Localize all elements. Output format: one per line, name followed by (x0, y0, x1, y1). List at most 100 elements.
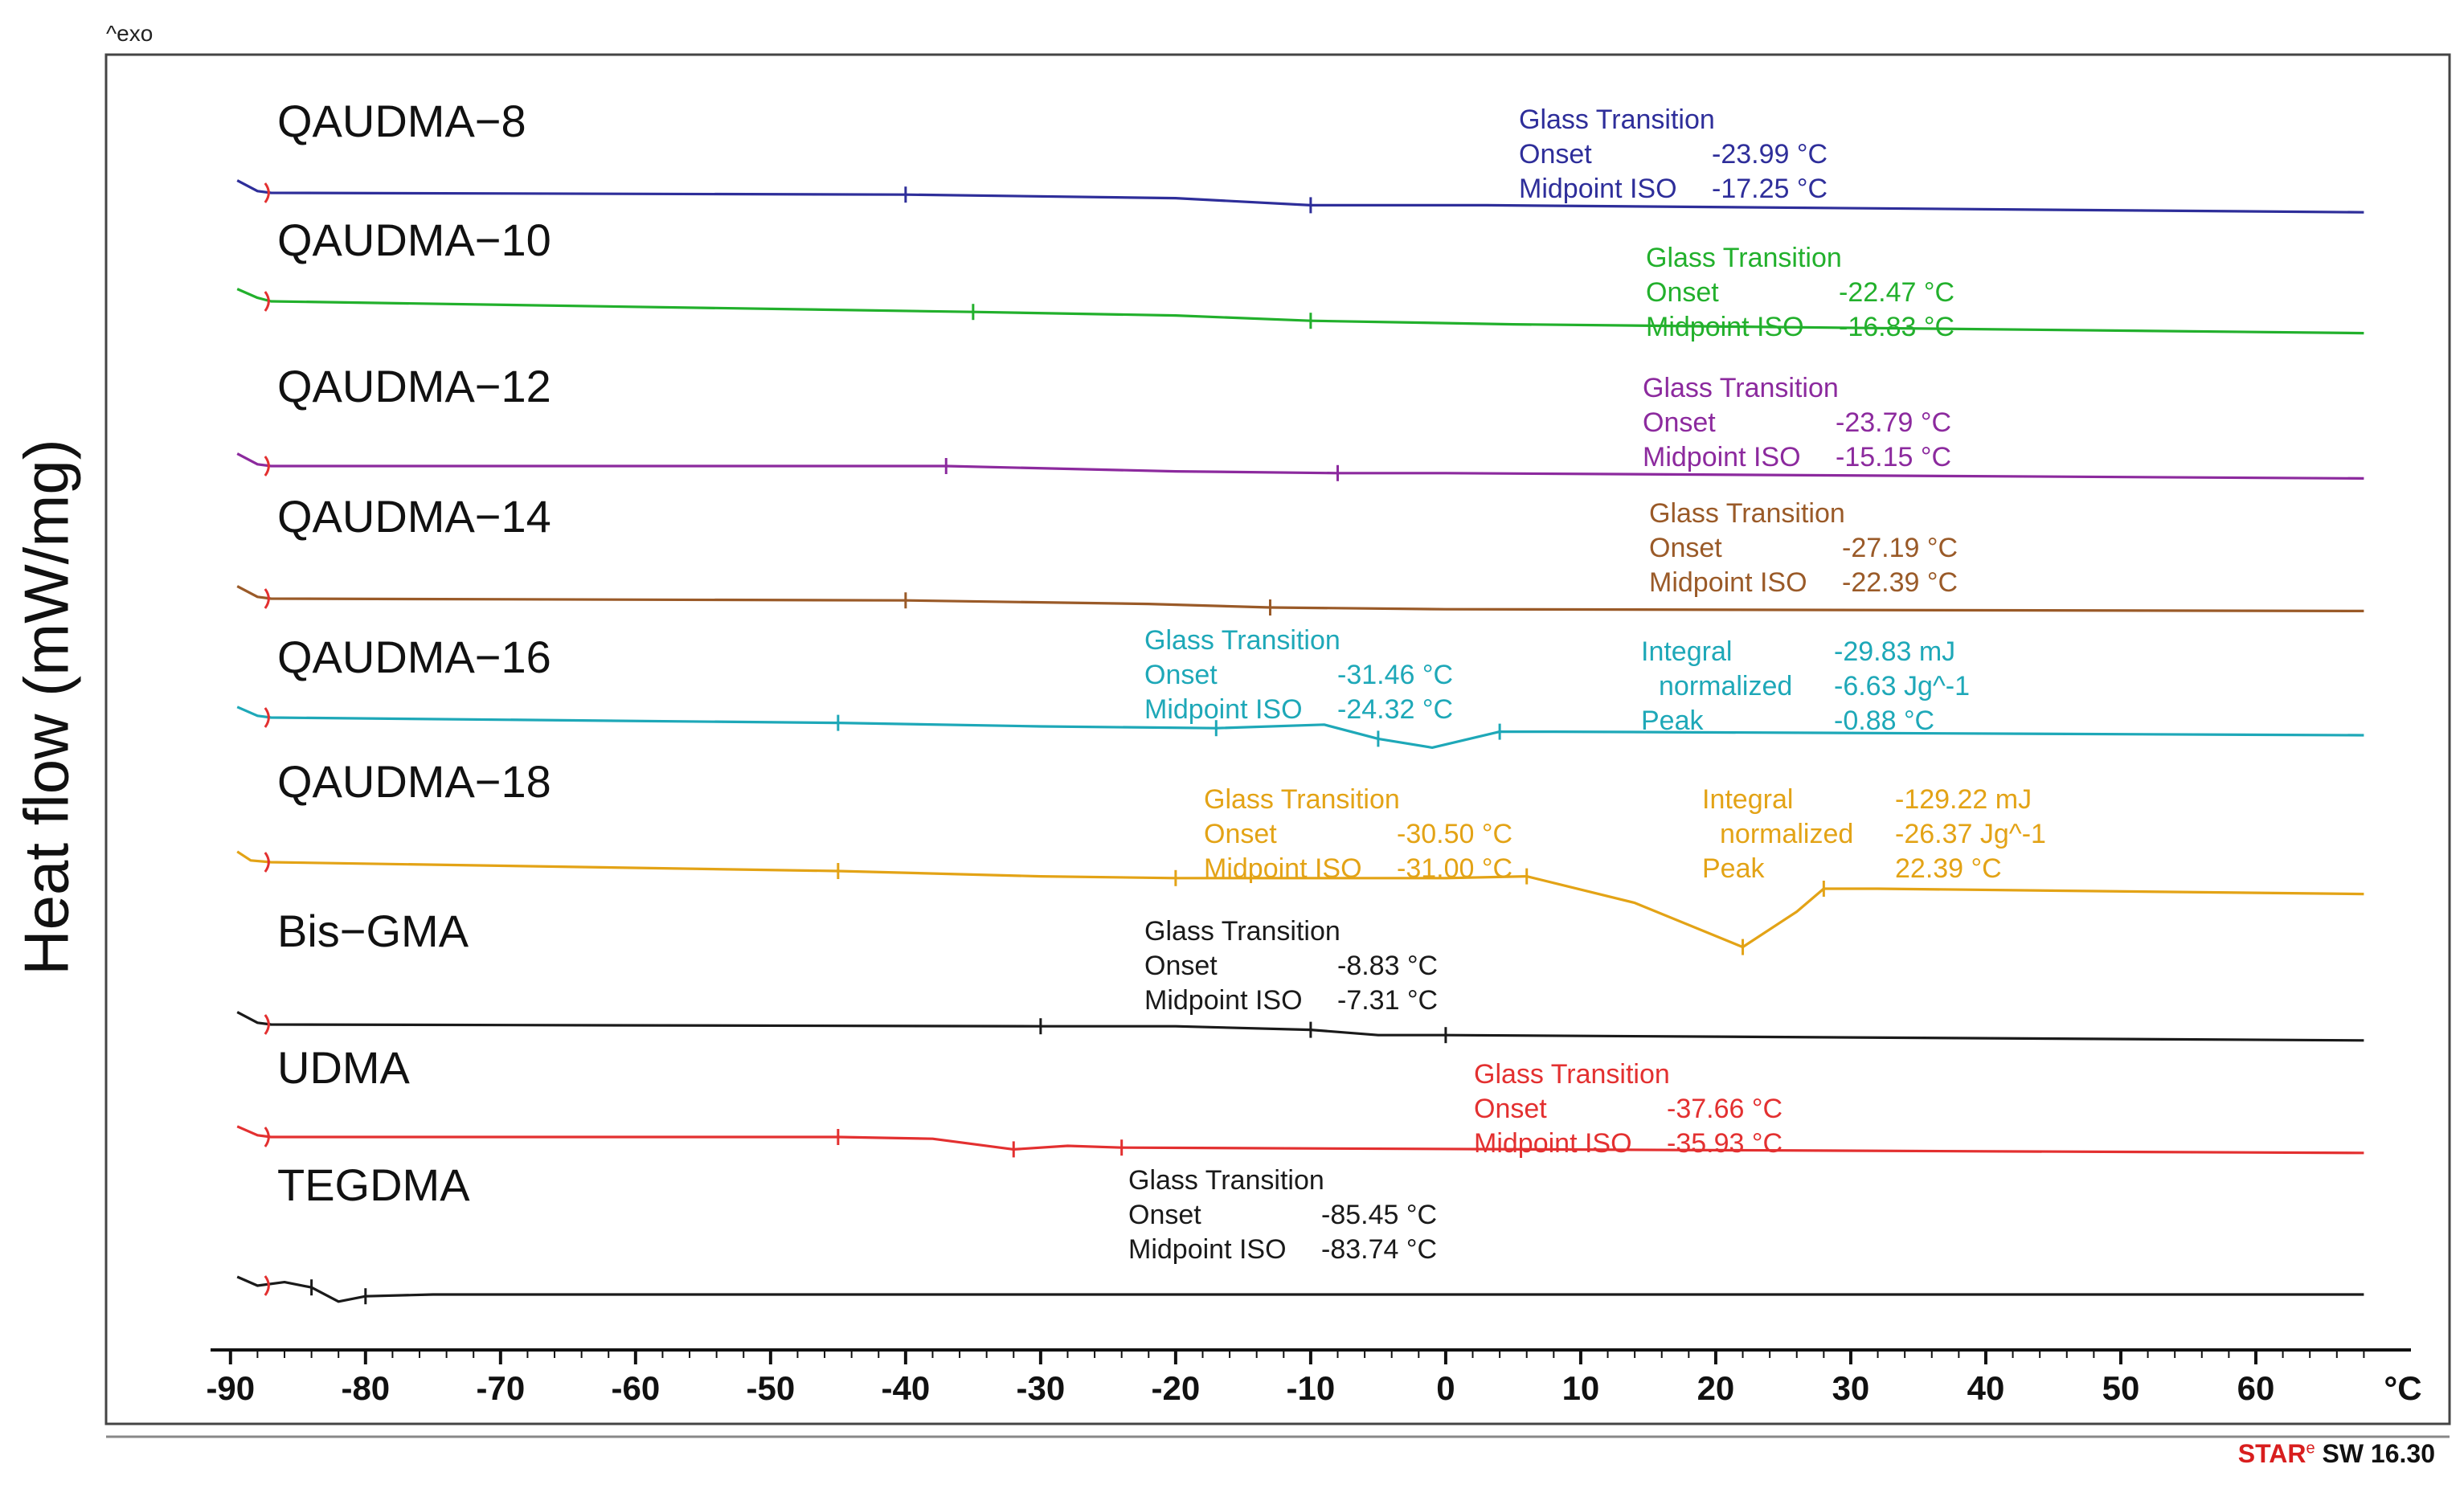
series-label: QAUDMA−10 (277, 215, 551, 265)
x-tick-label: -10 (1287, 1369, 1336, 1407)
annotation-value: -31.46 °C (1337, 660, 1453, 690)
annotation-title: Glass Transition (1649, 498, 1845, 529)
annotation-key: Onset (1128, 1200, 1201, 1230)
annotation-key: Onset (1643, 407, 1716, 438)
annotation-key: Onset (1144, 951, 1218, 981)
x-tick-label: 60 (2237, 1369, 2275, 1407)
x-tick-label: 10 (1562, 1369, 1600, 1407)
annotation-value: -15.15 °C (1836, 442, 1951, 472)
annotation-value: -8.83 °C (1337, 951, 1438, 981)
annotation-key: Onset (1649, 533, 1722, 563)
start-marker (264, 1127, 270, 1147)
annotation-value: -6.63 Jg^-1 (1834, 671, 1970, 701)
annotation-title: Glass Transition (1144, 916, 1340, 947)
annotation-value: -85.45 °C (1321, 1200, 1437, 1230)
annotation-value: -29.83 mJ (1834, 636, 1955, 667)
exo-direction-label: ^exo (106, 21, 153, 46)
series-line (236, 452, 2364, 480)
annotation-key: Midpoint ISO (1144, 694, 1303, 725)
series-label: QAUDMA−16 (277, 632, 551, 682)
annotation-value: -31.00 °C (1397, 853, 1512, 884)
annotation-title: Glass Transition (1474, 1059, 1670, 1090)
annotation-key: Midpoint ISO (1128, 1234, 1287, 1265)
annotation-value: -7.31 °C (1337, 985, 1438, 1016)
start-marker (264, 456, 270, 476)
annotation-layer: Glass Transition Onset -23.99 °C Midpoint I… (1128, 104, 2046, 1265)
x-unit-label: °C (2384, 1369, 2421, 1407)
annotation-key: Midpoint ISO (1474, 1128, 1632, 1159)
series-line (236, 850, 2364, 949)
x-tick-label: 0 (1436, 1369, 1455, 1407)
software-version: SW 16.30 (2315, 1439, 2435, 1468)
annotation-key: Midpoint ISO (1519, 174, 1677, 204)
annotation-key: Peak (1641, 706, 1704, 736)
annotation-value: -16.83 °C (1839, 312, 1954, 342)
annotation-key: Onset (1204, 819, 1277, 849)
series-line (236, 179, 2364, 214)
start-marker (264, 707, 270, 728)
annotation-title: Glass Transition (1128, 1165, 1324, 1196)
annotation-title: Glass Transition (1646, 243, 1842, 273)
annotation-key: Onset (1474, 1094, 1547, 1124)
series-layer: QAUDMA−8 QAUDMA−10 QAUDMA−12 QAUDMA−14 QAUDM… (236, 96, 2364, 1305)
annotation-value: -35.93 °C (1667, 1128, 1783, 1159)
x-tick-label: 50 (2102, 1369, 2140, 1407)
annotation-key: Onset (1519, 139, 1592, 170)
series-label: Bis−GMA (277, 906, 469, 956)
x-tick-label: -50 (746, 1369, 795, 1407)
series-label: TEGDMA (277, 1159, 470, 1210)
x-tick-label: 20 (1697, 1369, 1735, 1407)
annotation-block: Glass Transition Onset -23.99 °C Midpoint I… (1519, 104, 1828, 204)
series-line (236, 1011, 2364, 1042)
x-tick-label: -90 (206, 1369, 255, 1407)
annotation-block: Glass Transition Onset -22.47 °C Midpoint I… (1646, 243, 1954, 342)
star-logo-sup: e (2306, 1439, 2315, 1458)
series-line (236, 585, 2364, 612)
annotation-value: -22.39 °C (1842, 567, 1958, 598)
x-tick-label: -60 (611, 1369, 660, 1407)
series-line (236, 1125, 2364, 1155)
start-marker (264, 1275, 270, 1296)
annotation-key: Midpoint ISO (1646, 312, 1804, 342)
annotation-title: Glass Transition (1643, 373, 1839, 403)
series-line (236, 288, 2364, 335)
annotation-value: -0.88 °C (1834, 706, 1934, 736)
annotation-block: Glass Transition Onset -8.83 °C Midpoint IS… (1144, 916, 1438, 1016)
plot-frame (104, 53, 2451, 1425)
annotation-value: -17.25 °C (1712, 174, 1828, 204)
annotation-block: Glass Transition Onset -27.19 °C Midpoint I… (1649, 498, 1958, 598)
annotation-key: Midpoint ISO (1144, 985, 1303, 1016)
start-marker (264, 852, 270, 873)
annotation-title: Glass Transition (1144, 625, 1340, 656)
annotation-value: -27.19 °C (1842, 533, 1958, 563)
annotation-value: -129.22 mJ (1895, 784, 2032, 815)
annotation-value: 22.39 °C (1895, 853, 2002, 884)
star-logo: STAR (2237, 1439, 2306, 1468)
annotation-title: Glass Transition (1519, 104, 1715, 135)
annotation-key: Peak (1702, 853, 1765, 884)
annotation-title: Glass Transition (1204, 784, 1400, 815)
annotation-key: Midpoint ISO (1204, 853, 1362, 884)
annotation-block: Glass Transition Onset -30.50 °C Midpoint I… (1204, 784, 1512, 884)
annotation-value: -83.74 °C (1321, 1234, 1437, 1265)
annotation-key: Onset (1646, 277, 1719, 308)
start-marker (264, 182, 270, 203)
annotation-key: Midpoint ISO (1643, 442, 1801, 472)
software-credit: STARe SW 16.30 (2238, 1439, 2435, 1469)
series-line (236, 1275, 2364, 1303)
x-tick-label: -30 (1017, 1369, 1066, 1407)
series-label: UDMA (277, 1042, 411, 1093)
series-label: QAUDMA−14 (277, 491, 551, 542)
annotation-key: Integral (1641, 636, 1732, 667)
annotation-block: Glass Transition Onset -23.79 °C Midpoint I… (1643, 373, 1951, 472)
annotation-block: Glass Transition Onset -31.46 °C Midpoint I… (1144, 625, 1453, 725)
series-label: QAUDMA−8 (277, 96, 526, 146)
x-tick-label: 40 (1967, 1369, 2005, 1407)
x-tick-label: -80 (341, 1369, 390, 1407)
annotation-value: -37.66 °C (1667, 1094, 1783, 1124)
x-tick-label: 30 (1832, 1369, 1870, 1407)
x-tick-label: -70 (476, 1369, 525, 1407)
annotation-value: -23.79 °C (1836, 407, 1951, 438)
annotation-key: Integral (1702, 784, 1793, 815)
